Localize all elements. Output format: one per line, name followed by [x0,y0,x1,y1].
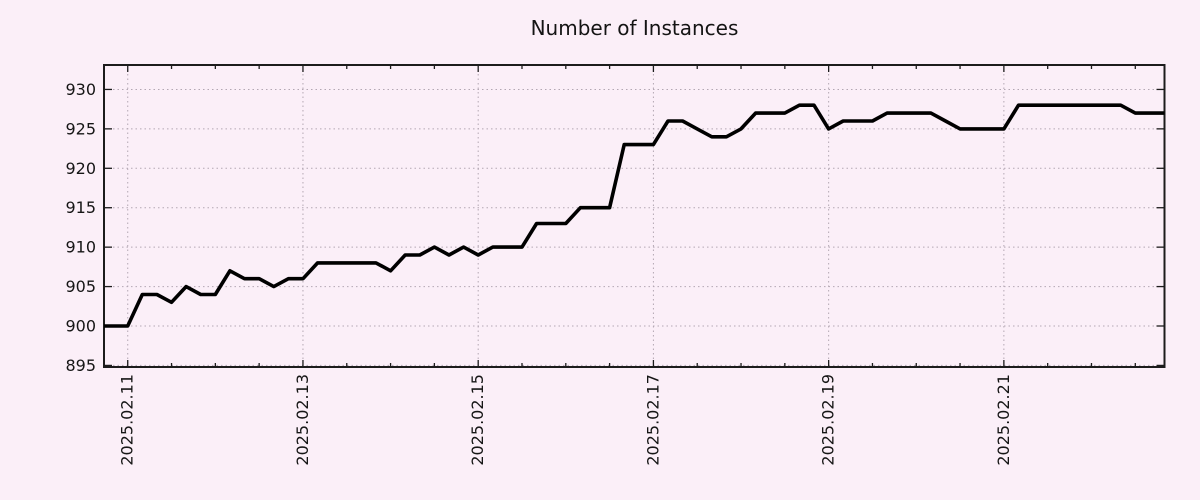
chart-title: Number of Instances [530,16,739,40]
x-tick-label: 2025.02.17 [643,374,662,466]
y-tick-label: 920 [65,159,96,178]
y-tick-label: 905 [65,277,96,296]
y-tick-label: 930 [65,80,96,99]
axis-ticks [104,65,1165,367]
x-tick-label: 2025.02.21 [994,374,1013,466]
x-tick-label: 2025.02.19 [819,374,838,466]
plot-border [103,64,1166,368]
y-tick-label: 895 [65,356,96,375]
x-tick-label: 2025.02.11 [118,374,137,466]
x-tick-label: 2025.02.13 [293,374,312,466]
instances-line [104,103,1165,328]
x-tick-label: 2025.02.15 [468,374,487,466]
y-tick-label: 925 [65,119,96,138]
y-tick-label: 915 [65,198,96,217]
y-tick-labels: 895 900 905 910 915 920 925 930 [65,80,96,375]
gridlines [104,65,1165,367]
y-tick-label: 900 [65,316,96,335]
x-tick-labels: 2025.02.11 2025.02.13 2025.02.15 2025.02.17… [118,374,1013,466]
y-tick-label: 910 [65,238,96,257]
